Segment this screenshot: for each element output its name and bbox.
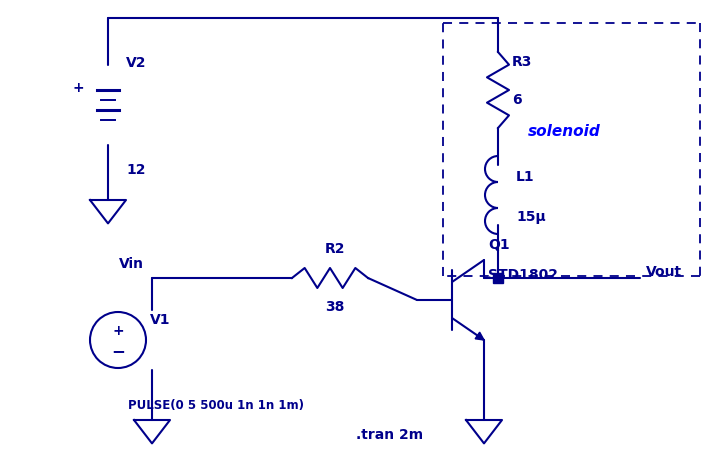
Text: 6: 6 xyxy=(512,93,521,107)
Text: .tran 2m: .tran 2m xyxy=(356,428,423,442)
Text: R2: R2 xyxy=(325,242,346,256)
Text: L1: L1 xyxy=(516,170,534,184)
Polygon shape xyxy=(475,332,484,340)
Text: 12: 12 xyxy=(126,163,145,177)
Text: R3: R3 xyxy=(512,55,532,69)
Text: Vout: Vout xyxy=(646,265,682,279)
Text: −: − xyxy=(111,342,125,360)
Text: Vin: Vin xyxy=(119,257,144,271)
Text: 38: 38 xyxy=(325,300,345,314)
Text: 15μ: 15μ xyxy=(516,210,546,224)
Text: PULSE(0 5 500u 1n 1n 1m): PULSE(0 5 500u 1n 1n 1m) xyxy=(128,398,304,411)
Text: V1: V1 xyxy=(150,313,171,327)
Text: +: + xyxy=(113,324,124,338)
Text: +: + xyxy=(72,81,83,95)
Text: STD1802: STD1802 xyxy=(488,268,558,282)
Text: Q1: Q1 xyxy=(488,238,510,252)
Text: V2: V2 xyxy=(126,56,147,70)
Text: solenoid: solenoid xyxy=(528,124,600,139)
